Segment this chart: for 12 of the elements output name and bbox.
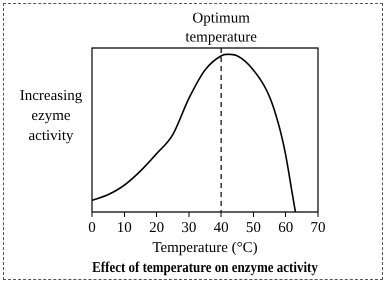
x-tick-label: 70 [310, 220, 326, 236]
ref-line-label: Optimum temperature [185, 10, 258, 46]
x-tick-label: 0 [88, 220, 96, 236]
x-axis-title: Temperature (°C) [152, 240, 258, 256]
x-tick-label: 20 [149, 220, 164, 236]
y-axis-title: Increasing ezyme activity [18, 87, 84, 146]
x-tick-label: 30 [181, 220, 196, 236]
x-tick-label: 50 [246, 220, 261, 236]
x-tick-label: 40 [214, 220, 229, 236]
x-tick-label: 60 [278, 220, 294, 236]
text: Effect of temperature on enzyme activity [92, 259, 318, 276]
x-tick-label: 10 [116, 220, 132, 236]
